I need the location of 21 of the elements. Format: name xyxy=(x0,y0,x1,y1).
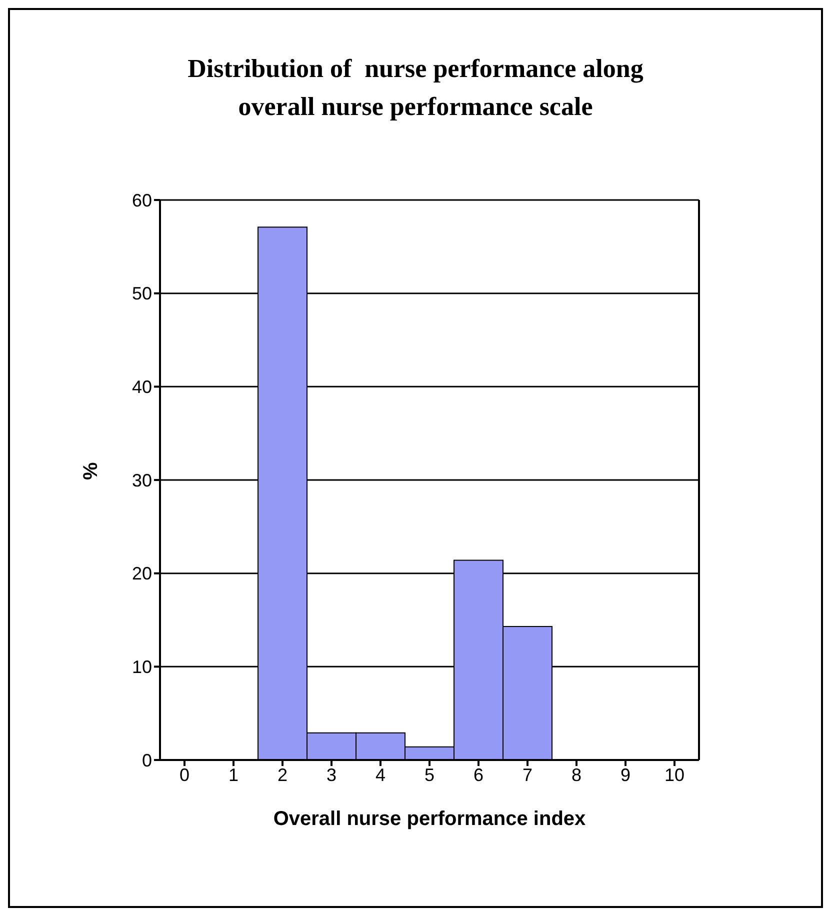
y-tick-label: 30 xyxy=(132,470,152,490)
y-tick-label: 60 xyxy=(132,190,152,210)
x-tick-label: 2 xyxy=(277,764,288,785)
x-tick-label: 6 xyxy=(473,764,484,785)
x-axis-title: Overall nurse performance index xyxy=(273,808,586,830)
x-tick-label: 3 xyxy=(326,764,337,785)
y-axis-title: % xyxy=(80,462,102,480)
x-tick-label: 7 xyxy=(522,764,533,785)
y-tick-label: 20 xyxy=(132,564,152,584)
x-tick-label: 8 xyxy=(571,764,582,785)
x-tick-label: 0 xyxy=(179,764,190,785)
y-tick-label: 50 xyxy=(132,284,152,304)
x-tick-label: 10 xyxy=(664,764,685,785)
chart-title: Distribution of nurse performance along overall nurse performance scale xyxy=(186,53,644,123)
x-tick-label: 5 xyxy=(424,764,435,785)
y-tick-label: 0 xyxy=(142,750,152,770)
y-tick-label: 40 xyxy=(132,377,152,398)
x-tick-label: 9 xyxy=(620,764,631,785)
y-tick-label: 10 xyxy=(132,657,152,678)
x-tick-label: 1 xyxy=(228,764,239,785)
x-tick-label: 4 xyxy=(375,764,386,785)
